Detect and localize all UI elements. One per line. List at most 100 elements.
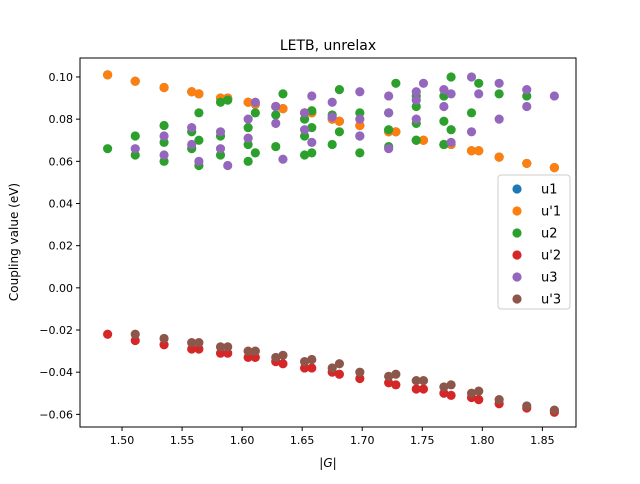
data-point — [307, 354, 317, 365]
legend-label: u2 — [541, 227, 558, 242]
data-point — [299, 131, 310, 141]
data-point — [223, 348, 233, 358]
data-point — [271, 141, 281, 152]
data-point — [355, 120, 365, 131]
x-axis: 1.50 1.55 1.60 1.65 1.70 1.75 1.80 1.85 — [110, 427, 555, 447]
data-point — [250, 346, 260, 356]
data-point — [194, 108, 204, 118]
data-point — [130, 131, 140, 141]
data-point — [411, 135, 421, 145]
data-point — [307, 91, 317, 101]
x-tick-label: 1.70 — [350, 434, 375, 447]
data-point — [327, 139, 337, 150]
data-point — [215, 342, 226, 352]
data-point — [418, 78, 429, 88]
legend-label: u3 — [541, 271, 558, 286]
data-point — [243, 114, 253, 124]
data-point — [307, 148, 317, 158]
data-point — [522, 91, 532, 101]
data-point — [355, 373, 365, 384]
x-tick-label: 1.85 — [530, 434, 555, 447]
data-point — [278, 350, 288, 360]
x-tick-label: 1.75 — [410, 434, 435, 447]
data-point — [411, 87, 421, 97]
data-point — [439, 101, 449, 112]
data-point — [250, 352, 260, 363]
x-tick-label: 1.50 — [110, 434, 135, 447]
legend-marker — [512, 250, 522, 260]
data-point — [159, 120, 169, 131]
data-point — [299, 114, 310, 124]
data-point — [299, 363, 310, 373]
data-point — [130, 329, 140, 339]
data-point — [474, 78, 484, 88]
y-axis-label: Coupling value (eV) — [7, 183, 21, 301]
data-point — [187, 122, 197, 133]
data-point — [215, 150, 226, 160]
data-point — [187, 338, 197, 348]
data-point — [103, 329, 113, 339]
data-point — [384, 371, 394, 381]
data-point — [103, 144, 113, 154]
data-point — [439, 382, 449, 392]
data-point — [334, 359, 345, 369]
data-point — [243, 97, 253, 107]
data-point — [159, 333, 169, 344]
x-tick-label: 1.80 — [470, 434, 495, 447]
data-point — [418, 384, 429, 394]
data-point — [243, 352, 253, 363]
data-point — [223, 95, 233, 105]
data-point — [334, 369, 345, 379]
series-5-points — [130, 329, 559, 415]
legend-label: u'3 — [541, 293, 561, 308]
data-point — [250, 97, 260, 107]
plot-points — [103, 70, 559, 417]
data-point — [446, 72, 456, 82]
y-tick-label: −0.02 — [39, 324, 73, 337]
data-point — [243, 139, 253, 150]
legend-marker — [512, 228, 522, 238]
data-point — [194, 156, 204, 166]
data-point — [130, 144, 140, 154]
data-point — [549, 163, 559, 173]
y-tick-label: 0.04 — [49, 197, 74, 210]
data-point — [307, 106, 317, 116]
x-tick-label: 1.55 — [170, 434, 195, 447]
y-tick-label: 0.02 — [49, 240, 74, 253]
data-point — [159, 150, 169, 160]
data-point — [522, 101, 532, 112]
data-point — [474, 146, 484, 156]
data-point — [223, 342, 233, 352]
data-point — [439, 91, 449, 101]
data-point — [355, 108, 365, 118]
data-point — [278, 154, 288, 164]
data-point — [130, 335, 140, 346]
data-point — [243, 346, 253, 356]
data-point — [391, 127, 401, 137]
data-point — [327, 112, 337, 122]
legend-marker — [512, 184, 522, 194]
data-point — [130, 150, 140, 160]
data-point — [466, 108, 477, 118]
data-point — [194, 344, 204, 354]
data-point — [384, 144, 394, 154]
data-point — [159, 340, 169, 350]
data-point — [494, 152, 504, 162]
data-point — [384, 378, 394, 388]
data-point — [355, 114, 365, 124]
data-point — [194, 338, 204, 348]
data-point — [278, 359, 288, 369]
legend-marker — [512, 272, 522, 282]
y-tick-label: −0.04 — [39, 366, 73, 379]
data-point — [446, 89, 456, 99]
data-point — [439, 139, 449, 150]
data-point — [494, 78, 504, 88]
x-axis-label: |G| — [319, 456, 336, 470]
y-tick-label: 0.06 — [49, 155, 74, 168]
data-point — [384, 108, 394, 118]
data-point — [243, 133, 253, 143]
data-point — [474, 89, 484, 99]
data-point — [307, 122, 317, 133]
data-point — [411, 101, 421, 112]
